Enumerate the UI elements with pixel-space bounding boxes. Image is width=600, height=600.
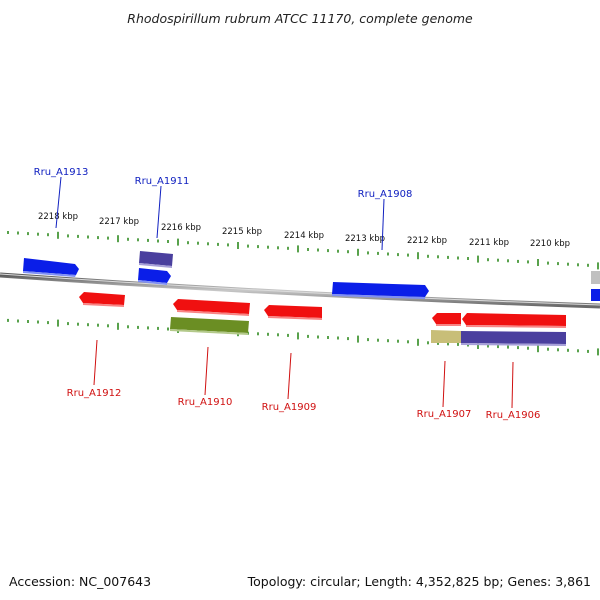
tick-label-2215: 2215 kbp bbox=[222, 227, 262, 237]
tick-label-2216: 2216 kbp bbox=[161, 223, 201, 233]
leader-line bbox=[287, 352, 292, 400]
gene-feature[interactable] bbox=[138, 268, 171, 285]
genome-backbone bbox=[0, 272, 600, 309]
upper-tick-track bbox=[7, 231, 599, 270]
gene-label-forward[interactable]: Rru_A1911 bbox=[135, 176, 190, 187]
tick-label-2212: 2212 kbp bbox=[407, 236, 447, 246]
tick-label-2213: 2213 kbp bbox=[345, 234, 385, 244]
leader-line bbox=[156, 185, 162, 239]
gene-labels: Rru_A1913 Rru_A1912 Rru_A1911 Rru_A1910 … bbox=[34, 167, 541, 421]
gene-feature[interactable] bbox=[79, 292, 125, 307]
tick-label-2214: 2214 kbp bbox=[284, 231, 324, 241]
gene-feature[interactable] bbox=[173, 299, 250, 316]
gene-label-forward[interactable]: Rru_A1913 bbox=[34, 167, 89, 178]
gene-feature[interactable] bbox=[332, 282, 429, 299]
accession-text: Accession: NC_007643 bbox=[9, 574, 151, 589]
gene-label-reverse[interactable]: Rru_A1910 bbox=[178, 397, 233, 408]
gene-feature[interactable] bbox=[591, 289, 600, 301]
tick-label-2210: 2210 kbp bbox=[530, 239, 570, 249]
gene-label-reverse[interactable]: Rru_A1912 bbox=[67, 388, 122, 399]
reverse-strand-features bbox=[79, 292, 566, 346]
leader-line bbox=[93, 339, 98, 386]
gene-feature[interactable] bbox=[23, 258, 79, 277]
map-title: Rhodospirillum rubrum ATCC 11170, comple… bbox=[127, 11, 473, 26]
gene-feature[interactable] bbox=[432, 313, 461, 326]
leader-line bbox=[511, 361, 514, 409]
gene-feature-gray[interactable] bbox=[591, 271, 600, 284]
leader-line bbox=[55, 176, 62, 229]
gene-feature[interactable] bbox=[264, 305, 322, 320]
leader-line bbox=[204, 346, 209, 396]
label-leaders bbox=[55, 176, 514, 409]
gene-feature-khaki[interactable] bbox=[431, 330, 461, 343]
gene-label-reverse[interactable]: Rru_A1906 bbox=[486, 410, 541, 421]
leader-line bbox=[442, 360, 446, 408]
scale-labels: 2218 kbp 2217 kbp 2216 kbp 2215 kbp 2214… bbox=[38, 212, 570, 249]
leader-line bbox=[381, 198, 385, 251]
gene-label-forward[interactable]: Rru_A1908 bbox=[358, 189, 413, 200]
tick-label-2218: 2218 kbp bbox=[38, 212, 78, 222]
gene-label-reverse[interactable]: Rru_A1907 bbox=[417, 409, 472, 420]
genome-backbone-highlight bbox=[0, 273, 600, 306]
gene-feature-green[interactable] bbox=[170, 317, 249, 335]
tick-label-2217: 2217 kbp bbox=[99, 217, 139, 227]
gene-feature[interactable] bbox=[462, 313, 566, 328]
gene-feature[interactable] bbox=[139, 251, 173, 268]
gene-feature-operon[interactable] bbox=[461, 331, 566, 346]
genome-summary-text: Topology: circular; Length: 4,352,825 bp… bbox=[247, 574, 591, 589]
gene-label-reverse[interactable]: Rru_A1909 bbox=[262, 402, 317, 413]
tick-label-2211: 2211 kbp bbox=[469, 238, 509, 248]
forward-strand-features bbox=[23, 251, 600, 301]
